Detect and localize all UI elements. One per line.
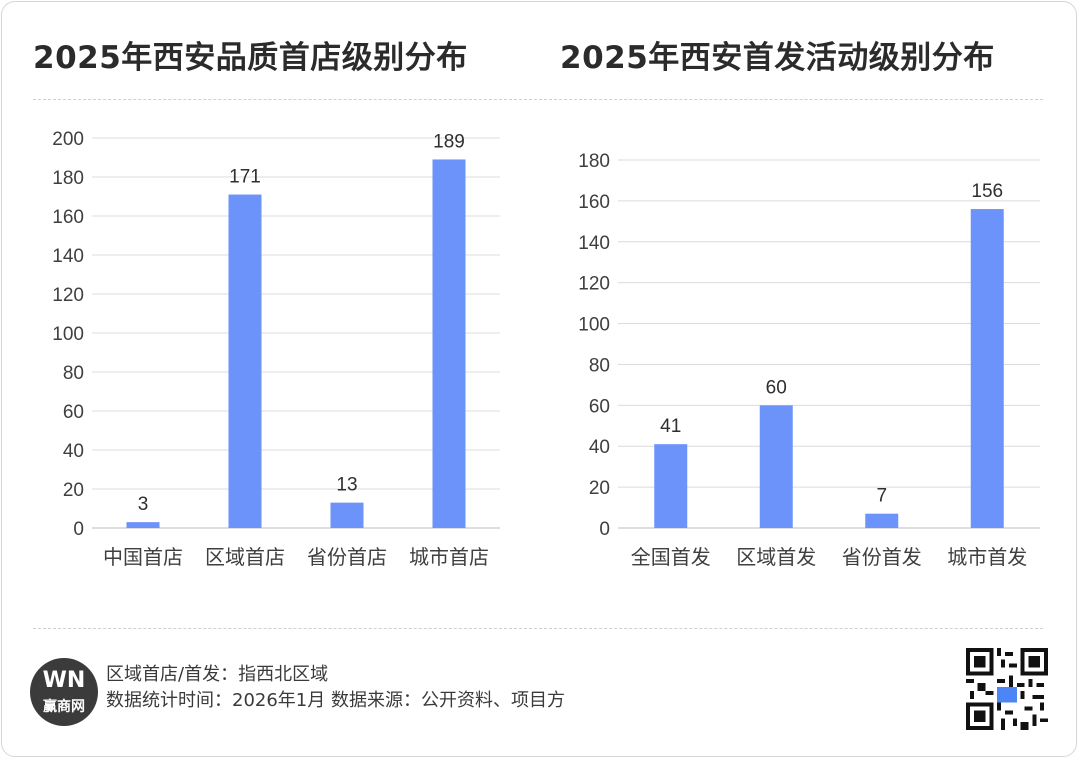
left-chart-y-tick-label: 20 — [63, 480, 84, 501]
right-chart-y-tick-label: 80 — [589, 355, 610, 376]
left-chart-y-tick-label: 140 — [52, 246, 84, 267]
right-chart-y-tick-label: 100 — [578, 315, 610, 336]
left-chart-category-label: 省份首店 — [307, 545, 387, 569]
left-chart-title: 2025年西安品质首店级别分布 — [33, 40, 468, 76]
left-chart-y-tick-label: 40 — [63, 441, 84, 462]
winshang-logo: W​N 赢商网 — [30, 658, 98, 726]
left-chart-bar — [228, 194, 262, 529]
right-chart-bar — [654, 444, 688, 528]
right-chart-y-tick-label: 40 — [589, 437, 610, 458]
left-chart-category-label: 中国首店 — [103, 545, 183, 569]
right-chart-y-tick-label: 180 — [578, 151, 610, 172]
left-chart-data-label: 171 — [229, 167, 261, 188]
left-chart-bar — [432, 159, 466, 528]
qr-code-icon — [966, 648, 1048, 730]
right-chart-category-label: 全国首发 — [631, 545, 711, 569]
right-chart-y-tick-label: 120 — [578, 274, 610, 295]
logo-name: 赢商网 — [43, 699, 85, 715]
left-chart-category-label: 城市首店 — [409, 545, 489, 569]
left-chart-data-label: 189 — [433, 131, 465, 152]
right-chart-y-tick-label: 60 — [589, 396, 610, 417]
left-chart-bar — [330, 502, 364, 528]
right-chart-y-tick-label: 0 — [599, 519, 610, 540]
top-divider — [33, 99, 1043, 100]
left-chart-y-tick-label: 0 — [73, 519, 84, 540]
right-chart-bar — [759, 405, 793, 528]
left-chart-y-tick-label: 60 — [63, 402, 84, 423]
right-chart-bar — [865, 513, 899, 528]
logo-mark: W​N — [42, 668, 86, 693]
left-chart-bar — [126, 522, 160, 528]
right-chart-data-label: 156 — [971, 181, 1003, 202]
right-bar-chart: 0 20 40 60 80 100 120 140 160 180 41 全国首发 60 区域首发 7 省份首… — [578, 151, 1040, 569]
right-chart-category-label: 省份首发 — [842, 545, 922, 569]
left-chart-category-label: 区域首店 — [205, 545, 285, 569]
right-chart-y-tick-label: 140 — [578, 233, 610, 254]
right-chart-data-label: 41 — [660, 416, 681, 437]
footer-note-region: 区域首店/首发：指西北区域 — [106, 664, 329, 685]
left-chart-data-label: 3 — [138, 494, 149, 515]
right-chart-title: 2025年西安首发活动级别分布 — [560, 40, 995, 76]
bottom-divider — [33, 628, 1043, 629]
left-chart-y-tick-label: 160 — [52, 207, 84, 228]
left-chart-y-tick-label: 200 — [52, 129, 84, 150]
right-chart-category-label: 城市首发 — [947, 545, 1027, 569]
right-chart-data-label: 60 — [766, 377, 787, 398]
right-chart-bar — [970, 209, 1004, 529]
left-chart-data-label: 13 — [336, 475, 357, 496]
right-chart-data-label: 7 — [876, 486, 887, 507]
right-chart-y-tick-label: 160 — [578, 192, 610, 213]
left-bar-chart: 0 20 40 60 80 100 120 140 160 180 200 3 中国首店 171 区域首店 1… — [52, 129, 500, 569]
right-chart-category-label: 区域首发 — [736, 545, 816, 569]
left-chart-y-tick-label: 100 — [52, 324, 84, 345]
left-chart-y-tick-label: 80 — [63, 363, 84, 384]
left-chart-y-tick-label: 120 — [52, 285, 84, 306]
footer-note-source: 数据统计时间：2026年1月 数据来源：公开资料、项目方 — [106, 690, 565, 711]
right-chart-y-tick-label: 20 — [589, 478, 610, 499]
left-chart-y-tick-label: 180 — [52, 168, 84, 189]
